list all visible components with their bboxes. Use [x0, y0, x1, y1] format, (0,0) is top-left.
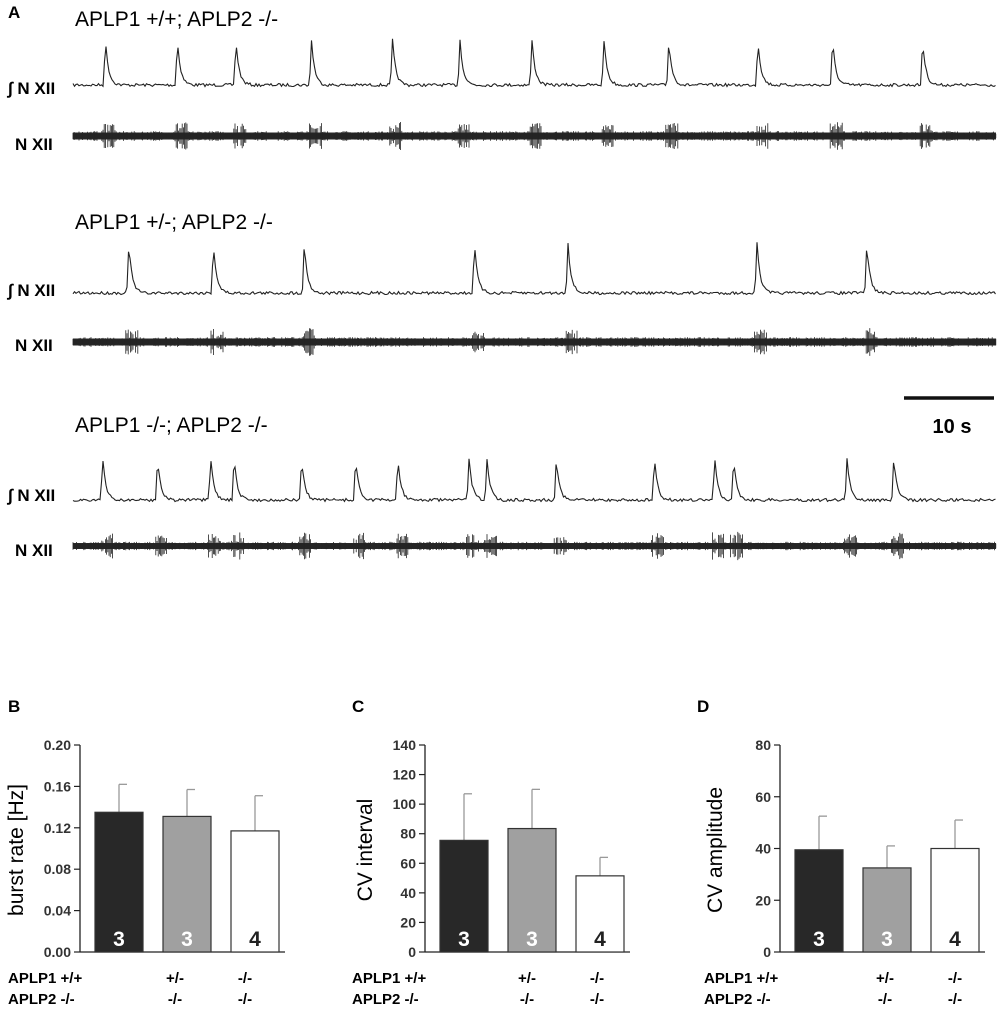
- sample-size-label: 3: [813, 928, 825, 951]
- y-tick-label: 60: [400, 855, 416, 871]
- raw-activity: [72, 328, 997, 356]
- panel-a-letter: A: [8, 3, 20, 22]
- x-label-aplp1: -/-: [948, 970, 962, 987]
- x-label-aplp2: -/-: [590, 991, 604, 1008]
- panel-letter: C: [352, 697, 364, 716]
- trace-group-3: APLP1 -/-; APLP2 -/- ∫ N XII N XII: [6, 414, 997, 561]
- y-tick-label: 120: [393, 767, 417, 783]
- y-tick-label: 0: [763, 944, 771, 960]
- bar: [862, 867, 912, 953]
- y-tick-label: 0.08: [44, 861, 71, 877]
- y-tick-label: 0: [408, 944, 416, 960]
- x-label-aplp2: -/-: [878, 991, 892, 1008]
- y-tick-label: 0.00: [44, 944, 71, 960]
- x-label-aplp1: +/-: [518, 970, 536, 987]
- y-tick-label: 20: [755, 892, 771, 908]
- bar: [439, 839, 489, 953]
- bar: [230, 830, 280, 953]
- bar: [162, 815, 212, 953]
- raw-nxii-label-1: N XII: [15, 135, 53, 154]
- y-tick-label: 0.12: [44, 820, 71, 836]
- integrated-nxii-label-2: ∫ N XII: [6, 281, 55, 300]
- raw-trace-1: [72, 122, 997, 150]
- raw-trace-2: [72, 328, 997, 356]
- sample-size-label: 4: [949, 928, 961, 951]
- y-tick-label: 80: [755, 737, 771, 753]
- sample-size-label: 4: [249, 928, 261, 951]
- x-label-aplp2: APLP2 -/-: [352, 991, 419, 1008]
- trace-group-2: APLP1 +/-; APLP2 -/- ∫ N XII N XII: [6, 211, 997, 356]
- x-label-aplp2: -/-: [238, 991, 252, 1008]
- x-label-aplp2: -/-: [948, 991, 962, 1008]
- x-label-aplp1: +/-: [166, 970, 184, 987]
- x-label-aplp1: -/-: [590, 970, 604, 987]
- panel-letter: D: [697, 697, 709, 716]
- x-label-aplp1: -/-: [238, 970, 252, 987]
- y-tick-label: 40: [755, 841, 771, 857]
- raw-activity: [72, 531, 997, 561]
- sample-size-label: 3: [113, 928, 125, 951]
- panel-c: C CV interval 0 20 40 60 80 100 120 140 3 3 4 APLP1 +…: [352, 697, 630, 1008]
- integrated-nxii-label-1: ∫ N XII: [6, 79, 55, 98]
- integrated-trace-1: [72, 38, 996, 88]
- sample-size-label: 3: [526, 928, 538, 951]
- y-tick-label: 0.20: [44, 737, 71, 753]
- x-label-aplp1: APLP1 +/+: [352, 970, 426, 987]
- x-label-aplp1: APLP1 +/+: [8, 970, 82, 987]
- panel-a: A APLP1 +/+; APLP2 -/- ∫ N XII N XII APL…: [6, 3, 997, 561]
- raw-baseline-band: [73, 338, 996, 346]
- integrated-trace-2: [72, 242, 996, 296]
- raw-nxii-label-2: N XII: [15, 336, 53, 355]
- y-tick-label: 60: [755, 789, 771, 805]
- time-scale-label: 10 s: [933, 416, 972, 438]
- raw-activity: [72, 122, 997, 150]
- y-axis-label: burst rate [Hz]: [5, 784, 28, 916]
- sample-size-label: 3: [881, 928, 893, 951]
- x-label-aplp2: -/-: [520, 991, 534, 1008]
- genotype-label-2: APLP1 +/-; APLP2 -/-: [75, 211, 273, 234]
- trace-group-1: APLP1 +/+; APLP2 -/- ∫ N XII N XII: [6, 8, 997, 154]
- y-tick-label: 40: [400, 885, 416, 901]
- y-tick-label: 100: [393, 796, 417, 812]
- x-label-aplp2: -/-: [168, 991, 182, 1008]
- sample-size-label: 3: [181, 928, 193, 951]
- panel-d: D CV amplitude 0 20 40 60 80 3 3 4 APLP1 +/+ APLP2 …: [697, 697, 985, 1008]
- raw-baseline-band: [73, 132, 996, 140]
- x-label-aplp2: APLP2 -/-: [8, 991, 75, 1008]
- y-axis-label: CV interval: [354, 799, 377, 902]
- integrated-trace-3: [72, 458, 996, 503]
- raw-trace-3: [72, 531, 997, 561]
- integrated-nxii-label-3: ∫ N XII: [6, 486, 55, 505]
- bar: [94, 811, 144, 953]
- x-label-aplp2: APLP2 -/-: [704, 991, 771, 1008]
- y-axis-label: CV amplitude: [704, 787, 727, 913]
- bar: [794, 849, 844, 953]
- panel-letter: B: [8, 697, 20, 716]
- sample-size-label: 4: [594, 928, 606, 951]
- genotype-label-1: APLP1 +/+; APLP2 -/-: [75, 8, 278, 31]
- genotype-label-3: APLP1 -/-; APLP2 -/-: [75, 414, 268, 437]
- raw-baseline-band: [73, 543, 996, 549]
- bar: [507, 827, 557, 953]
- y-tick-label: 0.04: [44, 903, 71, 919]
- sample-size-label: 3: [458, 928, 470, 951]
- y-tick-label: 80: [400, 826, 416, 842]
- x-label-aplp1: APLP1 +/+: [704, 970, 778, 987]
- y-tick-label: 0.16: [44, 778, 71, 794]
- bar: [575, 875, 625, 953]
- y-tick-label: 140: [393, 737, 417, 753]
- raw-nxii-label-3: N XII: [15, 541, 53, 560]
- x-label-aplp1: +/-: [876, 970, 894, 987]
- y-tick-label: 20: [400, 914, 416, 930]
- bar: [930, 847, 980, 953]
